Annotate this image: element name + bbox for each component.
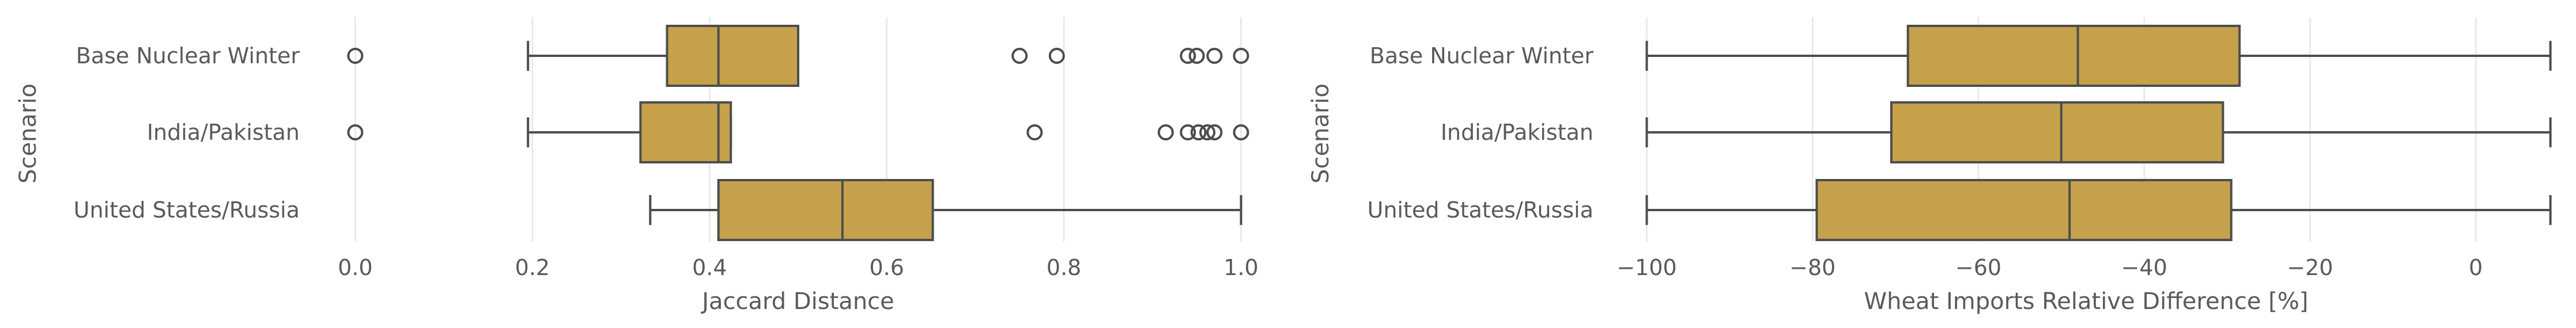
wheat-y-tick-label: United States/Russia xyxy=(1368,197,1593,223)
jaccard-x-tick-label: 0.4 xyxy=(692,255,727,280)
iqr-box xyxy=(717,179,934,241)
jaccard-y-tick-label: United States/Russia xyxy=(74,197,300,223)
outlier-point xyxy=(1233,124,1249,140)
wheat-box-marks xyxy=(1645,25,2552,241)
jaccard-box-group xyxy=(649,179,1242,241)
wheat-x-axis-label: Wheat Imports Relative Difference [%] xyxy=(1864,288,2309,315)
wheat-box-group xyxy=(1645,179,2552,241)
jaccard-y-tick-label: India/Pakistan xyxy=(147,120,300,145)
wheat-x-tick-label: −40 xyxy=(2121,255,2167,280)
wheat-box-group xyxy=(1645,25,2552,87)
jaccard-x-axis-label: Jaccard Distance xyxy=(700,288,894,315)
jaccard-x-tick-labels: 0.0 0.2 0.4 0.6 0.8 1.0 xyxy=(338,255,1258,280)
outlier-point xyxy=(1206,124,1223,140)
outlier-point xyxy=(1233,48,1249,64)
outlier-point xyxy=(1190,124,1207,140)
outlier-point xyxy=(1011,48,1028,64)
jaccard-x-tick-label: 0.0 xyxy=(338,255,372,280)
outlier-point xyxy=(1157,124,1174,140)
outlier-point xyxy=(1180,124,1196,140)
iqr-box xyxy=(666,25,800,87)
jaccard-box-group xyxy=(347,25,1249,87)
outlier-point xyxy=(1188,48,1205,64)
jaccard-y-axis-label: Scenario xyxy=(15,83,41,184)
wheat-x-tick-label: −100 xyxy=(1616,255,1676,280)
wheat-imports-boxplot-panel: −100 −80 −60 −40 −20 0 Base Nuclear Winter Ind… xyxy=(1308,17,2552,315)
outlier-point xyxy=(347,48,364,64)
iqr-box xyxy=(1890,101,2224,163)
iqr-box xyxy=(1815,179,2233,241)
wheat-x-tick-label: 0 xyxy=(2469,255,2483,280)
iqr-box xyxy=(1906,25,2241,87)
wheat-y-axis-label: Scenario xyxy=(1308,83,1334,184)
wheat-x-tick-label: −60 xyxy=(1955,255,2001,280)
wheat-y-tick-labels: Base Nuclear Winter India/Pakistan United … xyxy=(1368,43,1594,223)
jaccard-box-group xyxy=(347,101,1249,163)
wheat-x-tick-labels: −100 −80 −60 −40 −20 0 xyxy=(1616,255,2483,280)
jaccard-y-tick-labels: Base Nuclear Winter India/Pakistan United … xyxy=(74,43,300,223)
jaccard-x-tick-label: 0.2 xyxy=(515,255,550,280)
jaccard-distance-boxplot-panel: 0.0 0.2 0.4 0.6 0.8 1.0 Base Nuclear Winter In… xyxy=(15,17,1259,315)
jaccard-box-marks xyxy=(347,25,1249,241)
outlier-point xyxy=(347,124,364,140)
wheat-y-tick-label: Base Nuclear Winter xyxy=(1370,43,1594,68)
wheat-y-tick-label: India/Pakistan xyxy=(1441,120,1593,145)
wheat-x-tick-label: −20 xyxy=(2287,255,2333,280)
jaccard-y-tick-label: Base Nuclear Winter xyxy=(76,43,300,68)
outlier-point xyxy=(1026,124,1043,140)
iqr-box xyxy=(639,101,732,163)
jaccard-x-tick-label: 0.6 xyxy=(869,255,904,280)
outlier-point xyxy=(1048,48,1065,64)
outlier-point xyxy=(1199,124,1216,140)
wheat-x-tick-label: −80 xyxy=(1789,255,1835,280)
jaccard-x-tick-label: 1.0 xyxy=(1223,255,1258,280)
jaccard-x-tick-label: 0.8 xyxy=(1047,255,1081,280)
wheat-box-group xyxy=(1645,101,2552,163)
outlier-point xyxy=(1180,48,1196,64)
outlier-point xyxy=(1206,48,1223,64)
